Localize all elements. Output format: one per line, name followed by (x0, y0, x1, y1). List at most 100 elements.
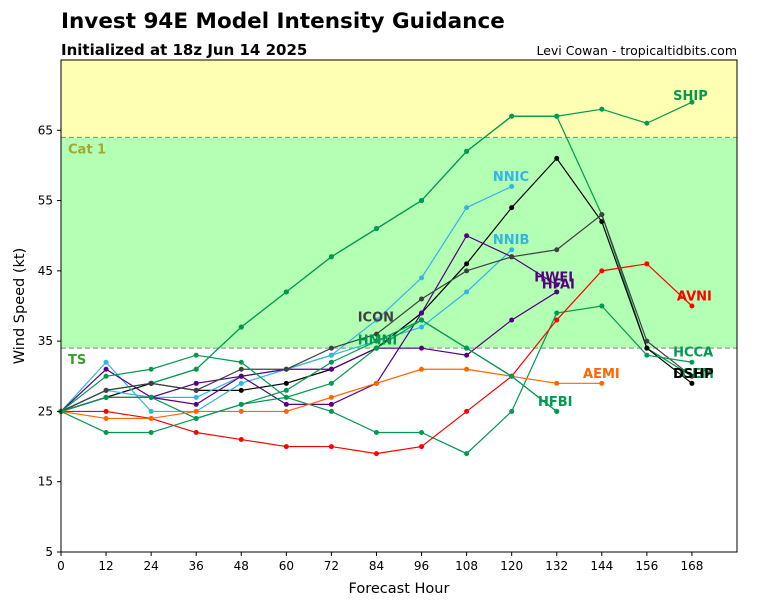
x-tick-label: 0 (57, 559, 65, 573)
series-point-hfbi (554, 408, 560, 414)
series-point-avni (328, 444, 334, 450)
series-label-nnic: NNIC (493, 170, 529, 185)
series-label-lgem: LGEM (673, 367, 714, 382)
series-label-hfbi: HFBI (538, 395, 573, 410)
series-point-avni (238, 437, 244, 443)
series-point-icon (554, 247, 560, 253)
series-point-aemi (419, 366, 425, 372)
series-label-hwfi: HWFI (534, 270, 573, 285)
series-point-aemi (328, 394, 334, 400)
series-point-dshp (599, 219, 605, 225)
y-tick-label: 65 (38, 123, 53, 137)
x-tick-label: 84 (369, 559, 384, 573)
series-point-aemi (193, 408, 199, 414)
series-point-hmni (373, 430, 379, 436)
x-tick-label: 24 (143, 559, 158, 573)
series-point-dshp (554, 155, 560, 161)
series-point-hfbi (283, 394, 289, 400)
series-label-icon: ICON (358, 311, 394, 326)
series-point-hwfi (554, 282, 560, 288)
series-point-dshp (644, 345, 650, 351)
series-point-hmni (554, 310, 560, 316)
series-point-nnic (419, 275, 425, 281)
series-point-hfbi (238, 401, 244, 407)
series-point-hfai (554, 289, 560, 295)
series-point-hmni (419, 430, 425, 436)
series-point-hmni (103, 373, 109, 379)
series-point-hfbi (328, 380, 334, 386)
series-label-nnib: NNIB (493, 233, 530, 248)
series-point-aemi (554, 380, 560, 386)
series-point-aemi (148, 415, 154, 421)
series-point-hfai (509, 317, 515, 323)
chart-subtitle: Initialized at 18z Jun 14 2025 (61, 41, 308, 59)
y-tick-label: 35 (38, 334, 53, 348)
x-tick-label: 132 (545, 559, 568, 573)
series-label-ship: SHIP (673, 89, 708, 104)
x-tick-label: 72 (324, 559, 339, 573)
series-point-nnic (509, 184, 515, 190)
series-point-nnic (103, 359, 109, 365)
series-point-hmni (238, 359, 244, 365)
series-point-icon (509, 254, 515, 260)
series-hfbi (58, 317, 560, 436)
series-point-hmni (193, 352, 199, 358)
series-point-avni (283, 444, 289, 450)
series-point-hcca (148, 394, 154, 400)
x-tick-label: 96 (414, 559, 429, 573)
series-point-aemi (283, 408, 289, 414)
series-point-hcca (283, 387, 289, 393)
y-tick-label: 25 (38, 404, 53, 418)
series-point-avni (554, 317, 560, 323)
series-label-hcca: HCCA (673, 346, 713, 361)
band-ts (61, 137, 737, 349)
series-point-nnib (328, 352, 334, 358)
series-point-nnib (464, 289, 470, 295)
y-tick-label: 45 (38, 264, 53, 278)
chart-credit: Levi Cowan - tropicaltidbits.com (536, 43, 737, 58)
series-label-hmni: HMNI (358, 334, 398, 349)
series-point-hfbi (509, 373, 515, 379)
series-point-hcca (103, 394, 109, 400)
series-point-dshp (464, 261, 470, 267)
series-point-lgem (373, 226, 379, 232)
series-point-hfbi (464, 345, 470, 351)
series-point-hwfi (464, 233, 470, 239)
series-point-lgem (283, 289, 289, 295)
series-point-lgem (464, 148, 470, 154)
series-point-avni (689, 303, 695, 309)
series-point-lgem (554, 113, 560, 119)
series-point-hwfi (103, 366, 109, 372)
series-point-nnic (238, 380, 244, 386)
series-point-avni (419, 444, 425, 450)
series-point-icon (689, 373, 695, 379)
series-point-ship (689, 99, 695, 105)
x-tick-label: 168 (680, 559, 703, 573)
series-point-avni (644, 261, 650, 267)
series-label-dshp: DSHP (673, 367, 714, 382)
series-label-avni: AVNI (677, 289, 712, 304)
series-point-icon (328, 345, 334, 351)
series-point-nnib (509, 247, 515, 253)
series-avni (58, 261, 695, 457)
series-point-hfai (238, 373, 244, 379)
series-point-lgem (193, 366, 199, 372)
series-point-hmni (328, 408, 334, 414)
series-point-dshp (689, 380, 695, 386)
intensity-bands: TS Cat 1 (61, 60, 737, 368)
series-point-avni (599, 268, 605, 274)
series-point-nnib (419, 324, 425, 330)
series-point-hmni (464, 451, 470, 457)
series-point-icon (464, 268, 470, 274)
series-point-aemi (103, 415, 109, 421)
series-point-avni (464, 408, 470, 414)
series-point-hfbi (148, 430, 154, 436)
series-point-dshp (238, 387, 244, 393)
series-point-hfai (193, 380, 199, 386)
series-point-avni (193, 430, 199, 436)
series-point-lgem (419, 198, 425, 204)
x-tick-label: 36 (189, 559, 204, 573)
y-axis-label: Wind Speed (kt) (12, 248, 28, 365)
series-point-icon (644, 338, 650, 344)
